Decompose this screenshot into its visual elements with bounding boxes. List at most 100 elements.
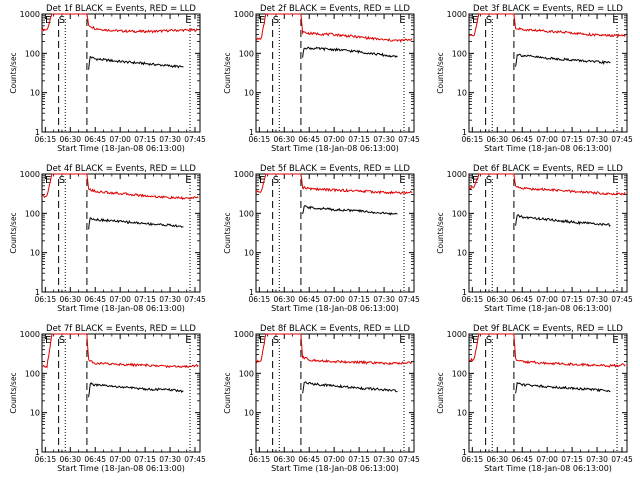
- end-marker-label: E: [612, 15, 618, 26]
- lld-rate-series: [41, 173, 199, 201]
- y-axis-label: Counts/sec: [436, 372, 445, 413]
- chart-panel: Det 8f BLACK = Events, RED = LLD 1 10 100 10…: [223, 324, 420, 473]
- x-tick-label: 07:15: [348, 135, 370, 144]
- chart-title: Det 4f BLACK = Events, RED = LLD: [46, 164, 196, 174]
- end-marker-label: E: [612, 335, 618, 346]
- chart-panel: Det 3f BLACK = Events, RED = LLD 1 10 100 10…: [436, 4, 633, 153]
- lld-rate-series: [255, 173, 413, 195]
- x-tick-label: 07:45: [184, 455, 206, 464]
- lld-rate-series: [42, 333, 199, 369]
- chart-title: Det 2f BLACK = Events, RED = LLD: [260, 4, 410, 14]
- y-tick-label: 100: [239, 49, 254, 58]
- event-rate-series: [515, 381, 611, 394]
- end-marker-label: E: [472, 175, 478, 186]
- x-tick-label: 07:15: [134, 455, 156, 464]
- y-tick-label: 1: [35, 288, 40, 297]
- y-tick-label: 1000: [447, 330, 467, 339]
- y-tick-label: 10: [457, 409, 467, 418]
- y-axis-label: Counts/sec: [223, 52, 232, 93]
- y-tick-label: 100: [239, 369, 254, 378]
- event-rate-series: [302, 381, 398, 394]
- x-tick-label: 07:45: [398, 455, 420, 464]
- x-tick-label: 06:45: [298, 295, 320, 304]
- plot-frame: [468, 333, 628, 453]
- end-marker-label: E: [399, 335, 405, 346]
- start-marker-label: S: [486, 335, 492, 346]
- y-tick-label: 1: [35, 128, 40, 137]
- x-tick-label: 07:45: [611, 135, 633, 144]
- x-tick-label: 07:00: [109, 295, 131, 304]
- x-tick-label: 07:30: [159, 135, 181, 144]
- x-tick-label: 06:30: [486, 455, 508, 464]
- x-tick-label: 06:15: [35, 455, 57, 464]
- start-marker-label: S: [273, 175, 279, 186]
- plot-frame: [41, 173, 201, 293]
- event-rate-series: [302, 46, 398, 58]
- end-marker-label: E: [399, 175, 405, 186]
- end-marker-label: E: [399, 15, 405, 26]
- x-tick-label: 06:30: [273, 295, 295, 304]
- x-tick-label: 07:00: [536, 455, 558, 464]
- end-marker-label: E: [259, 175, 265, 186]
- x-tick-label: 06:45: [84, 135, 106, 144]
- x-axis-label: Start Time (18-Jan-08 06:13:00): [484, 144, 612, 153]
- x-axis-label: Start Time (18-Jan-08 06:13:00): [57, 304, 185, 313]
- x-tick-label: 06:30: [59, 135, 81, 144]
- end-marker-label: E: [259, 15, 265, 26]
- y-tick-label: 1: [462, 288, 467, 297]
- y-tick-label: 1000: [234, 10, 254, 19]
- y-tick-label: 100: [25, 209, 40, 218]
- plot-frame: [468, 13, 628, 133]
- lld-rate-series: [468, 173, 626, 196]
- chart-panel: Det 4f BLACK = Events, RED = LLD 1 10 100 10…: [9, 164, 206, 313]
- chart-title: Det 7f BLACK = Events, RED = LLD: [46, 324, 196, 334]
- x-tick-label: 07:00: [536, 135, 558, 144]
- x-axis-label: Start Time (18-Jan-08 06:13:00): [57, 144, 185, 153]
- x-tick-label: 06:30: [486, 295, 508, 304]
- x-tick-label: 06:15: [249, 295, 271, 304]
- y-tick-label: 1000: [234, 170, 254, 179]
- x-tick-label: 07:45: [184, 135, 206, 144]
- lld-rate-series: [255, 333, 413, 366]
- event-rate-series: [88, 55, 184, 70]
- x-tick-label: 06:45: [84, 295, 106, 304]
- y-tick-label: 100: [25, 369, 40, 378]
- chart-panel: Det 6f BLACK = Events, RED = LLD 1 10 100 10…: [436, 164, 633, 313]
- y-tick-label: 100: [25, 49, 40, 58]
- y-tick-label: 1000: [447, 170, 467, 179]
- y-axis-label: Counts/sec: [436, 52, 445, 93]
- y-axis-label: Counts/sec: [9, 52, 18, 93]
- y-tick-label: 1000: [20, 330, 40, 339]
- x-tick-label: 07:15: [561, 295, 583, 304]
- x-tick-label: 06:15: [35, 295, 57, 304]
- chart-title: Det 3f BLACK = Events, RED = LLD: [473, 4, 623, 14]
- y-tick-label: 1000: [447, 10, 467, 19]
- lld-rate-series: [41, 13, 199, 34]
- y-tick-label: 1000: [20, 10, 40, 19]
- y-tick-label: 1: [249, 128, 254, 137]
- chart-title: Det 9f BLACK = Events, RED = LLD: [473, 324, 623, 334]
- x-tick-label: 06:45: [511, 295, 533, 304]
- x-tick-label: 06:30: [273, 455, 295, 464]
- start-marker-label: S: [486, 15, 492, 26]
- chart-title: Det 8f BLACK = Events, RED = LLD: [260, 324, 410, 334]
- y-tick-label: 1000: [234, 330, 254, 339]
- y-tick-label: 1: [462, 448, 467, 457]
- x-tick-label: 07:15: [348, 295, 370, 304]
- x-tick-label: 06:15: [249, 135, 271, 144]
- event-rate-series: [515, 53, 611, 67]
- x-tick-label: 07:30: [373, 455, 395, 464]
- y-tick-label: 1000: [20, 170, 40, 179]
- y-tick-label: 1: [35, 448, 40, 457]
- x-axis-label: Start Time (18-Jan-08 06:13:00): [57, 464, 185, 473]
- event-rate-series: [88, 217, 184, 230]
- y-tick-label: 100: [239, 209, 254, 218]
- y-tick-label: 10: [244, 249, 254, 258]
- chart-title: Det 1f BLACK = Events, RED = LLD: [46, 4, 196, 14]
- x-tick-label: 07:15: [561, 135, 583, 144]
- event-rate-series: [302, 205, 398, 216]
- plot-frame: [468, 173, 628, 293]
- event-rate-series: [88, 381, 184, 398]
- x-tick-label: 06:30: [59, 295, 81, 304]
- x-tick-label: 06:30: [273, 135, 295, 144]
